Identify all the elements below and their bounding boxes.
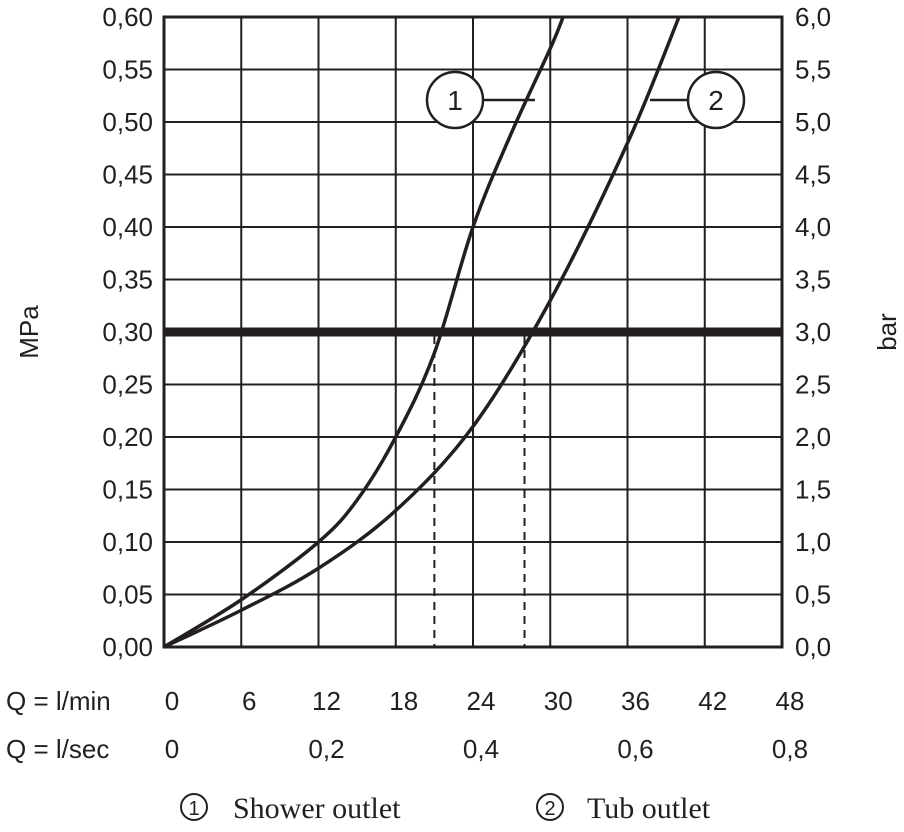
- x-tick-lsec-0: 0: [165, 734, 179, 764]
- y-tick-left-7: 0,35: [102, 265, 153, 295]
- x-tick-lsec-3: 0,6: [617, 734, 653, 764]
- y-tick-left-1: 0,05: [102, 580, 153, 610]
- series-1-line: [163, 16, 565, 649]
- y-tick-left-10: 0,50: [102, 107, 153, 137]
- y-tick-right-5: 2,5: [795, 370, 831, 400]
- y-tick-right-9: 4,5: [795, 160, 831, 190]
- y-tick-left-12: 0,60: [102, 2, 153, 32]
- x-row-label-lmin: Q = l/min: [6, 686, 111, 716]
- series-group: [163, 16, 681, 649]
- y-tick-right-8: 4,0: [795, 212, 831, 242]
- callout-2-label: 2: [708, 85, 724, 116]
- y-tick-right-1: 0,5: [795, 580, 831, 610]
- x-axis-ticks: 0 6 12 18 24 30 36 42 48 0 0,2 0,4 0,6 0,8: [165, 686, 808, 764]
- x-tick-lmin-8: 48: [776, 686, 805, 716]
- y-tick-left-2: 0,10: [102, 527, 153, 557]
- y-tick-right-4: 2,0: [795, 422, 831, 452]
- x-tick-lmin-3: 18: [389, 686, 418, 716]
- legend-symbol-2: 2: [544, 798, 555, 820]
- legend: 1 Shower outlet 2 Tub outlet: [180, 792, 711, 825]
- y-tick-right-3: 1,5: [795, 475, 831, 505]
- y-tick-left-9: 0,45: [102, 160, 153, 190]
- y-tick-left-11: 0,55: [102, 55, 153, 85]
- callout-2-circle: [686, 70, 746, 130]
- y-tick-right-0: 0,0: [795, 632, 831, 662]
- x-tick-lmin-6: 36: [621, 686, 650, 716]
- legend-symbol-2-circle: [536, 793, 564, 821]
- x-tick-lmin-0: 0: [165, 686, 179, 716]
- y-tick-right-11: 5,5: [795, 55, 831, 85]
- x-tick-lsec-1: 0,2: [308, 734, 344, 764]
- y-tick-left-5: 0,25: [102, 370, 153, 400]
- callout-1-circle: [425, 70, 485, 130]
- callout-1-label: 1: [447, 85, 463, 116]
- y-tick-left-6: 0,30: [102, 317, 153, 347]
- series-2-line: [163, 16, 681, 649]
- x-row-label-lsec: Q = l/sec: [6, 734, 109, 764]
- x-tick-lmin-1: 6: [242, 686, 256, 716]
- x-tick-lsec-2: 0,4: [463, 734, 499, 764]
- legend-label-tub: Tub outlet: [587, 792, 711, 825]
- y-tick-right-2: 1,0: [795, 527, 831, 557]
- x-tick-lmin-2: 12: [312, 686, 341, 716]
- y-tick-right-12: 6,0: [795, 2, 831, 32]
- y-axis-right-ticks: 0,0 0,5 1,0 1,5 2,0 2,5 3,0 3,5 4,0 4,5 5,0 5,5 6,0: [795, 2, 831, 662]
- x-tick-lmin-5: 30: [544, 686, 573, 716]
- x-tick-lmin-4: 24: [467, 686, 496, 716]
- y-tick-right-7: 3,5: [795, 265, 831, 295]
- y-axis-left-ticks: 0,00 0,05 0,10 0,15 0,20 0,25 0,30 0,35 0,40 0,45…: [102, 2, 153, 662]
- legend-label-shower: Shower outlet: [233, 792, 401, 825]
- y-tick-left-8: 0,40: [102, 212, 153, 242]
- y-tick-right-10: 5,0: [795, 107, 831, 137]
- legend-symbol-1: 1: [188, 798, 199, 820]
- x-tick-lmin-7: 42: [698, 686, 727, 716]
- x-tick-lsec-4: 0,8: [772, 734, 808, 764]
- y-tick-left-0: 0,00: [102, 632, 153, 662]
- y-axis-right-title: bar: [872, 313, 902, 351]
- legend-symbol-1-circle: [180, 793, 208, 821]
- y-tick-left-3: 0,15: [102, 475, 153, 505]
- y-tick-left-4: 0,20: [102, 422, 153, 452]
- y-axis-left-title: MPa: [14, 305, 44, 359]
- y-tick-right-6: 3,0: [795, 317, 831, 347]
